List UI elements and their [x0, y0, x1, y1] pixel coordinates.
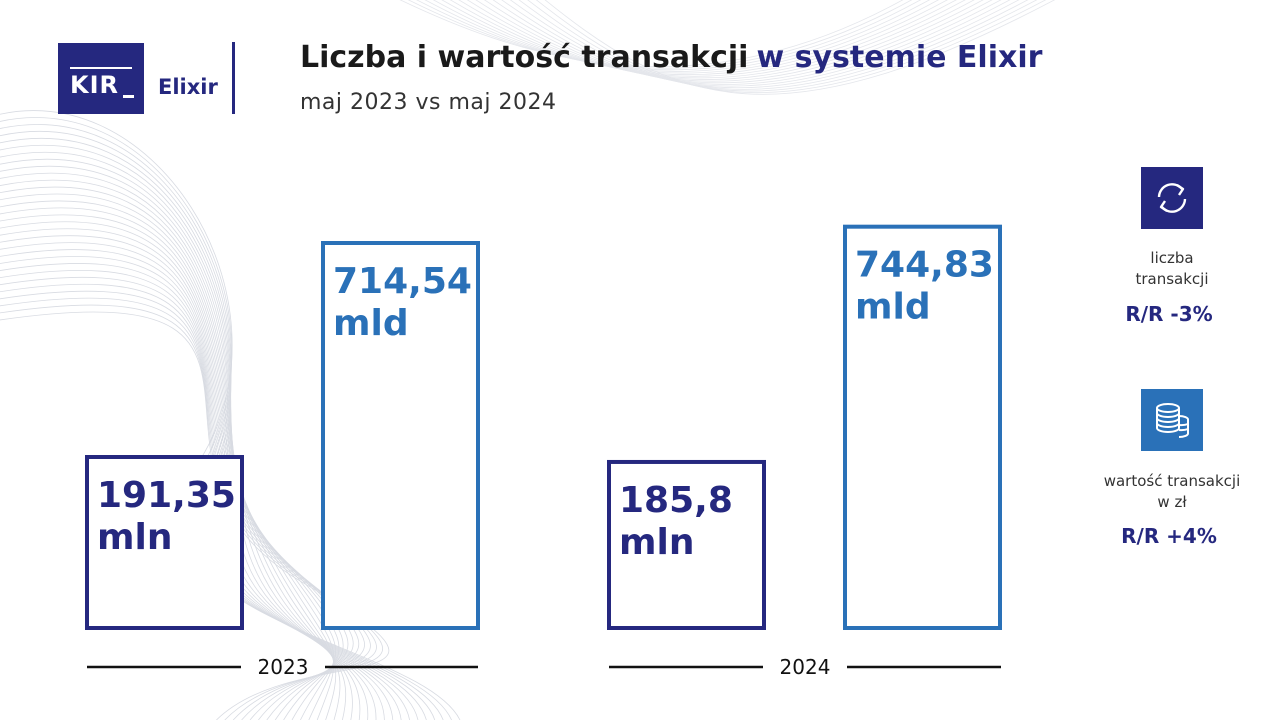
kir-logo: KIR — [58, 43, 144, 114]
bar-value-label-value-2023: 714,54 — [333, 261, 472, 302]
value-legend-badge — [1141, 389, 1203, 451]
count-legend-line1: liczba — [1150, 249, 1194, 267]
kir-logo-underscore — [123, 95, 134, 98]
bar-value-label-value-2024: 744,83 — [855, 245, 994, 286]
refresh-arrows-icon — [1141, 167, 1203, 229]
value-legend-line1: wartość transakcji — [1103, 472, 1241, 490]
background-line — [458, 0, 966, 79]
background-line — [0, 290, 371, 720]
page-subtitle: maj 2023 vs maj 2024 — [300, 90, 557, 115]
background-line — [509, 0, 1020, 89]
bar-unit-label-value-2023: mld — [333, 303, 409, 344]
bar-count-2023 — [85, 455, 244, 630]
background-line — [501, 0, 1011, 87]
bar-count-2024 — [607, 459, 766, 630]
count-legend-badge — [1141, 167, 1203, 229]
axis-year-label-2023: 2023 — [258, 655, 309, 679]
background-line — [0, 311, 389, 720]
title-accent: w systemie Elixir — [756, 40, 1043, 75]
coin-stack-icon — [1141, 389, 1203, 451]
background-line — [518, 0, 1029, 90]
count-change: R/R -3% — [1125, 302, 1213, 326]
title-main: Liczba i wartość transakcji — [300, 40, 749, 75]
background-line — [407, 0, 912, 69]
background-line — [527, 0, 1038, 92]
count-legend-label: liczba transakcji — [1097, 248, 1247, 290]
background-line — [544, 0, 1055, 95]
bar-value-label-count-2024: 185,8 — [619, 480, 733, 521]
bar-unit-label-count-2023: mln — [97, 517, 172, 558]
background-line — [399, 0, 904, 67]
bar-unit-label-value-2024: mld — [855, 287, 931, 328]
count-legend-line2: transakcji — [1135, 270, 1209, 288]
bar-value-2023 — [321, 241, 480, 630]
background-line — [475, 0, 984, 82]
background-line — [466, 0, 975, 80]
bar-value-2024 — [843, 224, 1002, 630]
axis-year-label-2024: 2024 — [780, 655, 831, 679]
background-line — [535, 0, 1046, 94]
logo-divider — [232, 42, 235, 114]
background-line — [483, 0, 993, 84]
value-legend-line2: w zł — [1157, 493, 1187, 511]
background-line — [441, 0, 948, 76]
background-line — [0, 283, 365, 720]
kir-logo-topline — [70, 67, 132, 69]
background-line — [492, 0, 1002, 85]
bar-unit-label-count-2024: mln — [619, 522, 694, 563]
value-legend-label: wartość transakcji w zł — [1097, 471, 1247, 513]
value-change: R/R +4% — [1121, 524, 1217, 548]
page-title: Liczba i wartość transakcji w systemie El… — [300, 40, 1042, 75]
background-line — [0, 304, 383, 720]
elixir-logo-text: Elixir — [158, 75, 218, 99]
bar-value-label-count-2023: 191,35 — [97, 475, 236, 516]
kir-logo-text: KIR — [70, 71, 120, 99]
background-line — [432, 0, 939, 74]
background-line — [0, 297, 377, 720]
